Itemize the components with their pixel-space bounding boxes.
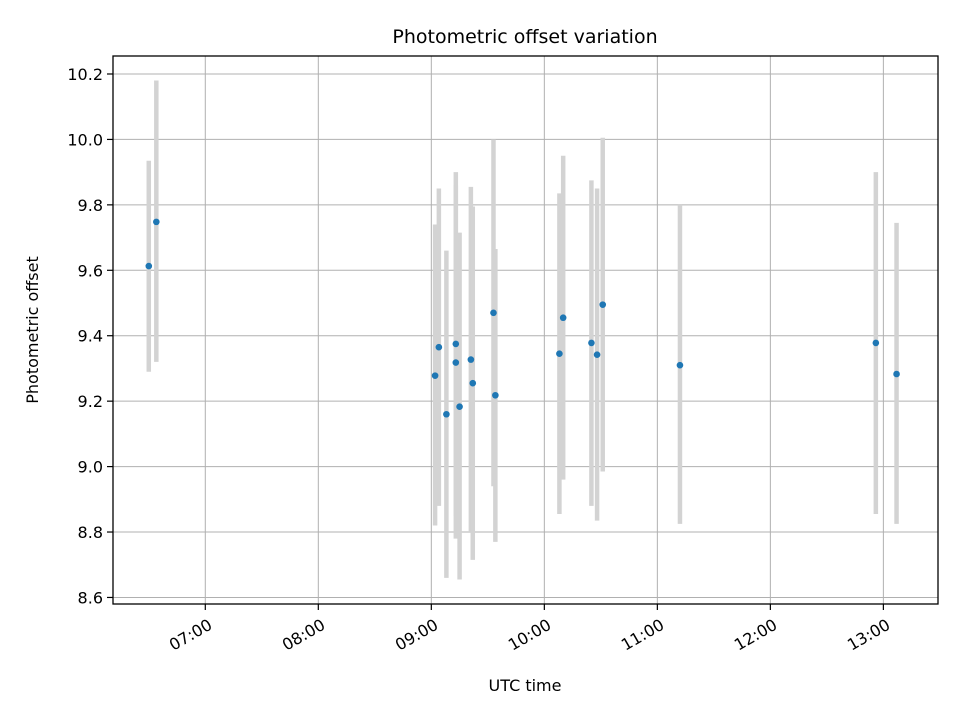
chart-title: Photometric offset variation — [392, 26, 657, 48]
x-tick-label: 13:00 — [844, 615, 893, 655]
y-axis-ticks: 8.6 8.8 9.0 9.2 9.4 9.6 9.8 10.0 10.2 — [67, 65, 113, 607]
y-tick-label: 8.8 — [78, 523, 103, 542]
y-tick-label: 9.0 — [78, 458, 103, 477]
x-tick-label: 08:00 — [279, 615, 328, 655]
error-bars — [146, 80, 899, 580]
data-point — [452, 340, 460, 348]
data-point — [492, 391, 499, 399]
data-point — [443, 410, 450, 418]
data-point — [593, 351, 601, 359]
data-point — [872, 339, 880, 347]
data-point — [435, 343, 443, 351]
data-point — [559, 314, 567, 322]
plot-frame — [112, 55, 939, 605]
data-point — [490, 309, 497, 317]
data-point — [467, 356, 475, 363]
y-tick-label: 9.6 — [78, 261, 103, 280]
y-tick-label: 9.4 — [78, 327, 103, 346]
y-tick-label: 9.8 — [78, 196, 103, 215]
x-axis-ticks: 07:00 08:00 09:00 10:00 11:00 12:00 13:00 — [166, 604, 893, 655]
x-tick-label: 07:00 — [166, 615, 215, 655]
data-point — [599, 301, 607, 308]
data-point — [431, 372, 439, 379]
x-tick-label: 09:00 — [392, 615, 441, 655]
data-point — [153, 218, 160, 226]
data-point — [556, 350, 563, 358]
x-axis-label: UTC time — [489, 676, 562, 695]
grid-lines — [113, 56, 938, 604]
data-point — [588, 339, 595, 347]
y-tick-label: 8.6 — [78, 588, 103, 607]
x-tick-label: 12:00 — [731, 615, 780, 655]
data-point — [893, 370, 900, 378]
y-tick-label: 10.0 — [67, 130, 103, 149]
x-tick-label: 11:00 — [618, 615, 667, 655]
data-points — [145, 218, 900, 418]
data-point — [145, 262, 153, 270]
y-tick-label: 9.2 — [78, 392, 103, 411]
data-point — [469, 379, 477, 387]
y-axis-label: Photometric offset — [23, 256, 42, 404]
data-point — [676, 361, 684, 369]
data-point — [456, 403, 463, 411]
x-tick-label: 10:00 — [505, 615, 554, 655]
data-point — [452, 359, 460, 366]
y-tick-label: 10.2 — [67, 65, 103, 84]
